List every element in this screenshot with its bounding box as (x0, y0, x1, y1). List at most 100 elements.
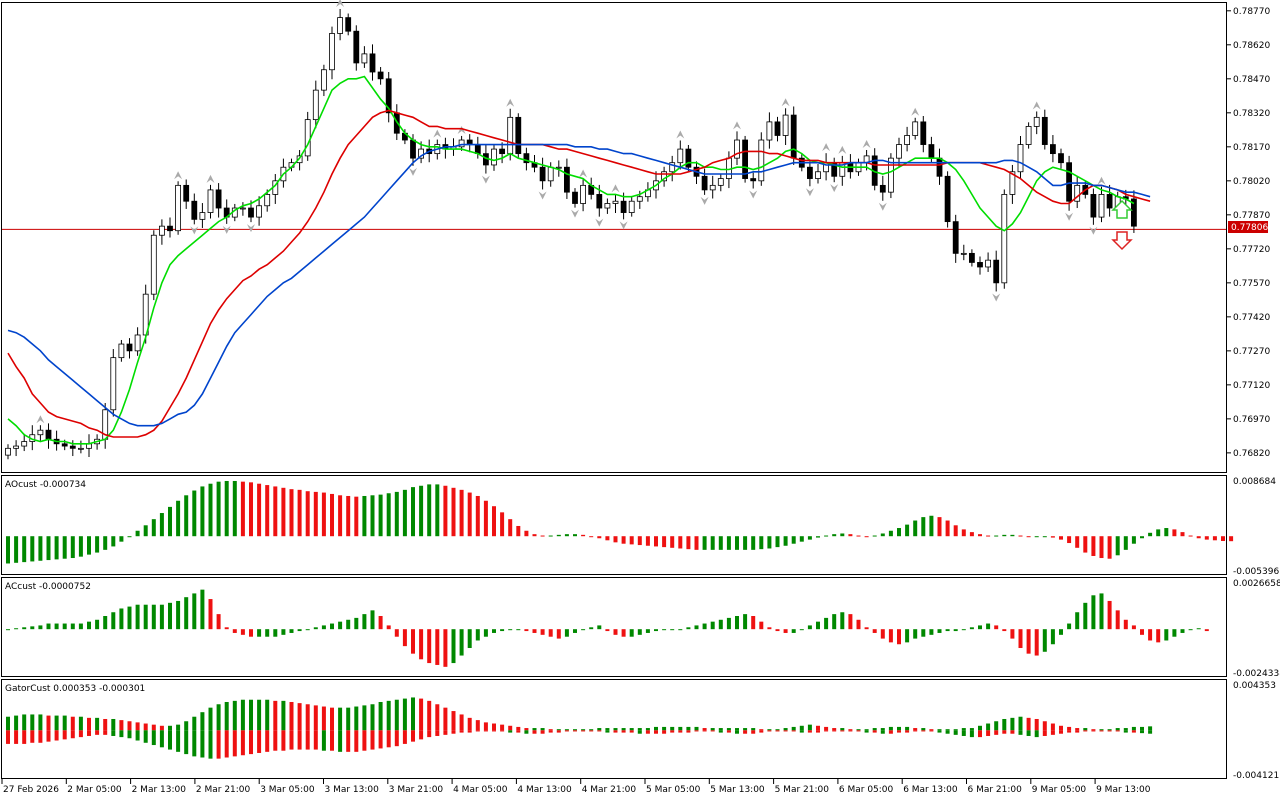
ao-bar (6, 536, 10, 564)
gator-lower-bar (297, 730, 302, 750)
ao-bar (1180, 532, 1185, 537)
ac-bar (791, 629, 796, 633)
candle-bull (491, 148, 497, 166)
ao-bar (1204, 536, 1209, 540)
ao-bar (913, 520, 918, 537)
ac-bar (1042, 629, 1047, 652)
fractal-up-icon (838, 145, 847, 154)
candle-bull (628, 200, 635, 213)
candle-bull (1098, 194, 1105, 218)
gator-lower-bar (897, 730, 901, 733)
gator-upper-bar (492, 723, 496, 731)
gator-upper-bar (994, 721, 999, 731)
gator-upper-bar (208, 707, 213, 731)
ao-bar (629, 536, 634, 545)
candle-bull (1009, 171, 1016, 195)
gator-upper-bar (872, 728, 877, 731)
candle-bull (888, 157, 894, 193)
gator-upper-bar (848, 729, 853, 731)
gator-upper-bar (394, 699, 399, 731)
ac-bar (321, 625, 326, 630)
gator-lower-bar (726, 730, 731, 733)
fractal-down-icon (992, 293, 1001, 302)
ac-histogram (6, 589, 1209, 667)
ao-bar (621, 536, 626, 544)
gator-lower-bar (38, 730, 43, 743)
gator-upper-bar (168, 725, 172, 731)
candle-bear (928, 144, 935, 159)
ac-bar (492, 629, 496, 633)
ac-bar (1059, 629, 1063, 635)
ao-bar (1059, 536, 1063, 540)
gator-lower-bar (969, 730, 974, 738)
ao-bar (783, 536, 788, 546)
ac-bar (1204, 629, 1209, 632)
ac-bar (1091, 595, 1096, 630)
ao-bar (1229, 536, 1234, 542)
ac-bar (961, 629, 966, 631)
gator-upper-bar (240, 699, 245, 731)
gator-lower-bar (224, 730, 229, 758)
fractal-down-icon (222, 225, 231, 234)
ac-bar (807, 625, 812, 630)
fractal-up-icon (336, 0, 345, 7)
ao-bar (281, 487, 286, 537)
gator-lower-bar (6, 730, 10, 744)
fractal-up-icon (206, 174, 215, 183)
ac-bar (459, 629, 464, 656)
candle-bear (701, 175, 708, 191)
gator-lower-bar (386, 730, 391, 748)
gator-upper-bar (386, 700, 391, 731)
candle-bull (612, 200, 619, 204)
fractal-up-icon (1097, 176, 1106, 185)
gator-upper-bar (435, 704, 440, 731)
x-tick-label: 6 Mar 21:00 (968, 785, 1023, 795)
gator-lower-bar (492, 730, 496, 732)
gator-lower-bar (816, 730, 820, 733)
ac-bar (208, 599, 213, 630)
fractal-down-icon (409, 167, 417, 176)
gator-lower-bar (1123, 730, 1128, 733)
ac-bar (524, 629, 529, 632)
ac-bar (759, 621, 764, 630)
y-tick-label: 0.78170 (1233, 143, 1270, 153)
ao-bar (257, 483, 262, 537)
ao-bar (726, 536, 731, 550)
gator-upper-bar (143, 723, 148, 731)
ao-panel[interactable] (1, 475, 1227, 575)
candle-bull (815, 171, 821, 179)
candle-bear (523, 153, 530, 164)
ac-panel[interactable] (1, 577, 1227, 677)
ao-bar (273, 486, 278, 537)
ac-bar (556, 629, 561, 639)
fractal-down-icon (481, 175, 490, 184)
gator-lower-bar (443, 730, 448, 735)
gator-panel[interactable] (1, 679, 1227, 779)
ao-bar (500, 512, 505, 537)
gator-lower-bar (888, 730, 893, 734)
candle-bull (1001, 194, 1008, 284)
ac-bar (597, 625, 602, 630)
candle-bear (879, 184, 886, 193)
gator-upper-bar (135, 722, 140, 731)
gator-lower-bar (621, 730, 626, 733)
ao-bar (435, 484, 440, 537)
gator-upper-bar (1002, 718, 1007, 731)
gator-upper-bar (6, 716, 10, 731)
ac-bar (710, 621, 715, 630)
candle-bear (742, 139, 748, 179)
candle-bear (1050, 144, 1056, 155)
ao-bar (597, 536, 602, 539)
y-tick-label: 0.008684 (1233, 477, 1276, 487)
gator-upper-bar (1018, 716, 1023, 731)
ao-bar (1075, 536, 1080, 548)
gator-upper-bar (1131, 726, 1136, 731)
gator-upper-bar (856, 729, 861, 731)
candle-bull (239, 207, 246, 210)
ac-bar (1180, 629, 1185, 633)
price-panel[interactable] (1, 2, 1227, 473)
candle-bear (353, 30, 360, 64)
candle-bull (758, 139, 765, 182)
